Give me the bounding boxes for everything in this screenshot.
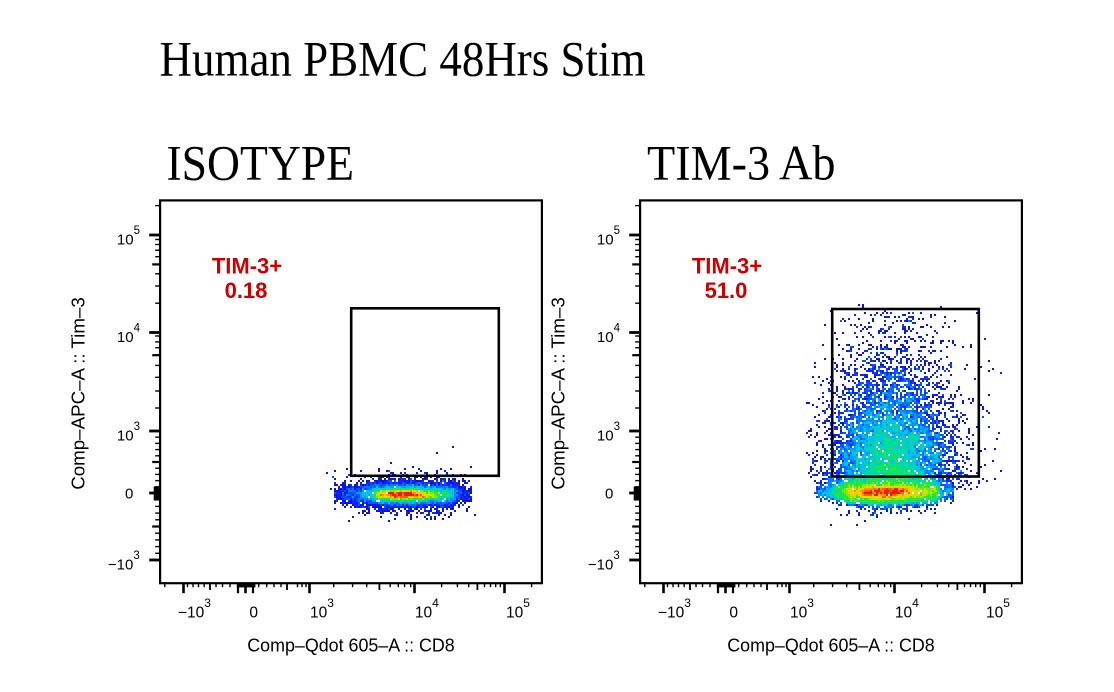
svg-text:TIM-3+: TIM-3+ <box>692 254 762 279</box>
svg-text:Comp–Qdot 605–A :: CD8: Comp–Qdot 605–A :: CD8 <box>247 635 455 656</box>
svg-text:Comp–APC–A :: Tim–3: Comp–APC–A :: Tim–3 <box>68 297 89 490</box>
svg-text:0: 0 <box>605 485 613 502</box>
svg-text:Comp–Qdot 605–A :: CD8: Comp–Qdot 605–A :: CD8 <box>727 635 935 656</box>
svg-text:0: 0 <box>729 605 738 622</box>
svg-text:ISOTYPE: ISOTYPE <box>167 135 355 191</box>
svg-text:Comp–APC–A :: Tim–3: Comp–APC–A :: Tim–3 <box>548 297 569 490</box>
svg-text:−103: −103 <box>588 550 620 574</box>
svg-text:TIM-3+: TIM-3+ <box>212 254 282 279</box>
svg-text:−103: −103 <box>108 550 140 574</box>
svg-text:0: 0 <box>249 605 258 622</box>
svg-text:0: 0 <box>125 485 133 502</box>
svg-text:0.18: 0.18 <box>225 278 268 303</box>
svg-text:Human PBMC 48Hrs Stim: Human PBMC 48Hrs Stim <box>160 31 646 87</box>
svg-text:51.0: 51.0 <box>705 278 748 303</box>
svg-text:TIM-3 Ab: TIM-3 Ab <box>647 135 836 191</box>
